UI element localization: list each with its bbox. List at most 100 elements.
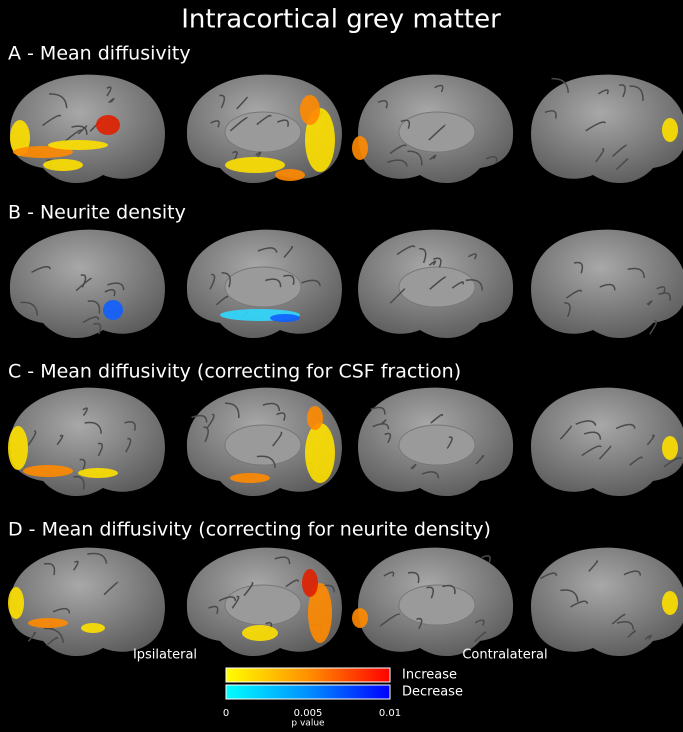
- sulcus: [219, 94, 226, 109]
- sulcus: [627, 267, 646, 279]
- sulcus: [43, 562, 56, 576]
- sulcus: [383, 571, 395, 577]
- sulcus: [265, 278, 282, 288]
- colorbar-tick: 0: [223, 708, 229, 719]
- activation-cluster: [48, 140, 108, 150]
- row-label: B - Neurite density: [8, 202, 186, 224]
- sulcus: [646, 434, 655, 446]
- sulcus: [215, 295, 229, 306]
- sulcus: [410, 463, 417, 470]
- sulcus: [87, 552, 108, 564]
- sulcus: [301, 279, 321, 287]
- activation-cluster: [13, 146, 73, 158]
- sulcus: [20, 301, 39, 316]
- sulcus: [285, 579, 299, 588]
- brain-surface: [531, 74, 683, 184]
- sulcus: [71, 125, 88, 135]
- activation-cluster: [662, 118, 678, 142]
- sulcus: [283, 274, 295, 285]
- sulcus: [446, 436, 453, 449]
- sulcus: [379, 613, 401, 627]
- activation-cluster: [662, 436, 678, 460]
- row-label: D - Mean diffusivity (correcting for neu…: [8, 519, 491, 541]
- sulcus: [73, 475, 85, 490]
- sulcus: [73, 560, 79, 571]
- side-label: Ipsilateral: [133, 648, 197, 663]
- sulcus: [623, 570, 642, 576]
- activation-cluster: [302, 569, 318, 597]
- medial-wall: [398, 424, 476, 466]
- sulcus: [615, 423, 636, 430]
- sulcus: [434, 84, 444, 93]
- sulcus: [485, 155, 498, 164]
- sulcus: [256, 114, 272, 126]
- sulcus: [236, 96, 248, 110]
- sulcus: [575, 420, 597, 426]
- sulcus: [209, 273, 216, 290]
- sulcus: [283, 246, 294, 258]
- sulcus: [629, 456, 643, 466]
- sulcus: [421, 471, 440, 479]
- sulcus: [481, 555, 491, 564]
- activation-cluster: [242, 625, 278, 641]
- sulcus: [272, 431, 283, 447]
- sulcus: [559, 425, 572, 440]
- activation-cluster: [225, 157, 285, 173]
- sulcus: [87, 300, 101, 314]
- sulcus: [407, 571, 420, 584]
- sulcus: [84, 421, 102, 434]
- sulcus: [262, 402, 281, 412]
- sulcus: [108, 97, 115, 104]
- sulcus: [206, 413, 215, 429]
- sulcus: [56, 434, 64, 446]
- sulcus: [611, 144, 627, 158]
- sulcus: [107, 282, 125, 291]
- sulcus: [416, 617, 423, 630]
- colorbar-label: Increase: [402, 668, 457, 683]
- sulcus: [430, 413, 444, 424]
- sulcus: [208, 605, 219, 615]
- sulcus: [42, 114, 62, 127]
- sulcus: [103, 581, 119, 596]
- sulcus: [243, 582, 254, 597]
- sulcus: [106, 86, 112, 97]
- sulcus: [203, 426, 209, 443]
- colorbar-increase: [225, 667, 391, 683]
- sulcus: [473, 631, 487, 643]
- sulcus: [396, 245, 416, 256]
- activation-cluster: [10, 120, 30, 156]
- activation-cluster: [352, 136, 368, 160]
- sulcus: [384, 432, 392, 444]
- sulcus: [277, 119, 289, 127]
- sulcus: [124, 421, 136, 431]
- activation-cluster: [28, 618, 68, 628]
- sulcus: [389, 288, 406, 304]
- sulcus: [77, 125, 88, 135]
- activation-cluster: [43, 159, 83, 171]
- sulcus: [588, 560, 599, 572]
- colorbar-tick: 0.005: [294, 708, 323, 719]
- sulcus: [465, 279, 484, 291]
- sulcus: [560, 589, 579, 602]
- activation-cluster: [352, 608, 368, 628]
- sulcus: [45, 636, 59, 647]
- sulcus: [646, 300, 653, 306]
- sulcus: [581, 445, 602, 457]
- sulcus: [407, 150, 423, 166]
- sulcus: [451, 281, 465, 289]
- medial-wall: [224, 111, 302, 153]
- colorbar-decrease: [225, 684, 391, 700]
- sulcus: [551, 77, 569, 94]
- sulcus: [658, 292, 672, 301]
- sulcus: [125, 437, 132, 453]
- sulcus: [231, 595, 240, 609]
- sulcus: [97, 442, 103, 457]
- sulcus: [663, 457, 682, 468]
- brain-surface: [531, 387, 683, 497]
- sulcus: [595, 148, 605, 163]
- sulcus: [570, 600, 589, 608]
- sulcus: [255, 151, 262, 158]
- activation-cluster: [270, 314, 300, 322]
- activation-cluster: [662, 591, 678, 615]
